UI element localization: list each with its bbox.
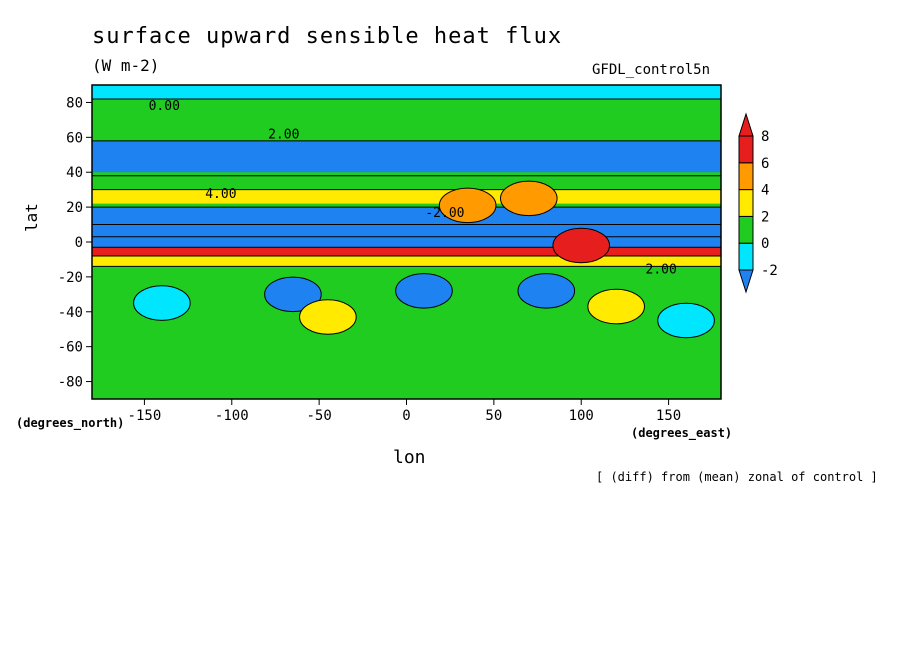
colorbar-swatch bbox=[738, 189, 754, 217]
y-tick-label: 80 bbox=[66, 95, 83, 111]
field-band-7 bbox=[92, 236, 721, 248]
field-band-6 bbox=[92, 224, 721, 237]
colorbar-level-label: 8 bbox=[761, 129, 769, 145]
contour-value-label: -2.00 bbox=[425, 206, 464, 221]
colorbar-swatch bbox=[738, 242, 754, 271]
dataset-label: GFDL_control5n bbox=[592, 62, 711, 78]
field-band-2 bbox=[92, 140, 721, 173]
colorbar-swatch bbox=[738, 135, 754, 164]
colorbar-level-label: 2 bbox=[761, 209, 769, 225]
contour-value-label: 0.00 bbox=[149, 99, 180, 114]
y-tick-label: -80 bbox=[58, 375, 83, 391]
y-tick-label: -20 bbox=[58, 270, 83, 286]
x-tick-label: 50 bbox=[485, 408, 502, 424]
field-band-4 bbox=[92, 189, 721, 204]
field-blob-3 bbox=[395, 273, 453, 309]
field-blob-0 bbox=[500, 180, 558, 217]
field-blob-7 bbox=[299, 299, 357, 335]
contour-value-label: 4.00 bbox=[205, 187, 236, 202]
colorbar-swatch bbox=[738, 162, 754, 191]
y-tick-label: 20 bbox=[66, 200, 83, 216]
x-tick-label: -100 bbox=[215, 408, 249, 424]
x-tick-label: -50 bbox=[306, 408, 331, 424]
field-blob-2 bbox=[552, 227, 611, 264]
colorbar-level-label: 0 bbox=[761, 236, 769, 252]
colorbar-level-label: 4 bbox=[761, 183, 769, 199]
field-blob-4 bbox=[264, 276, 322, 313]
y-unit-note: (degrees_north) bbox=[16, 416, 125, 430]
field-blob-1 bbox=[438, 187, 497, 224]
plot-area bbox=[92, 85, 721, 399]
colorbar-level-label: -2 bbox=[761, 263, 778, 279]
x-unit-note: (degrees_east) bbox=[631, 426, 733, 440]
y-tick-label: -60 bbox=[58, 340, 83, 356]
field-band-5 bbox=[92, 207, 721, 225]
y-tick-label: 40 bbox=[66, 165, 83, 181]
field-band-0 bbox=[92, 85, 721, 99]
colorbar-bottom-arrow bbox=[738, 269, 754, 294]
x-tick-label: 0 bbox=[402, 408, 410, 424]
x-tick-label: -150 bbox=[128, 408, 162, 424]
colorbar-swatch bbox=[738, 215, 754, 244]
field-band-9 bbox=[92, 255, 721, 267]
y-tick-label: 60 bbox=[66, 130, 83, 146]
field-band-8 bbox=[92, 247, 721, 256]
field-blob-6 bbox=[587, 288, 645, 325]
chart-units: (W m-2) bbox=[92, 56, 160, 75]
x-tick-label: 100 bbox=[569, 408, 594, 424]
chart-title: surface upward sensible heat flux bbox=[92, 24, 563, 49]
contour-value-label: 2.00 bbox=[646, 262, 677, 277]
colorbar-top-arrow bbox=[738, 112, 754, 137]
y-tick-label: -40 bbox=[58, 305, 83, 321]
field-band-3 bbox=[92, 175, 721, 190]
field-blob-9 bbox=[657, 302, 715, 339]
field-band-1 bbox=[92, 98, 721, 129]
x-tick-label: 150 bbox=[656, 408, 681, 424]
field-blob-8 bbox=[133, 285, 191, 321]
field-blob-5 bbox=[517, 273, 576, 309]
colorbar-level-label: 6 bbox=[761, 156, 769, 172]
x-axis-label: lon bbox=[393, 447, 426, 468]
y-tick-label: 0 bbox=[75, 235, 83, 251]
footnote: [ (diff) from (mean) zonal of control ] bbox=[596, 470, 878, 484]
contour-value-label: 2.00 bbox=[268, 127, 299, 142]
